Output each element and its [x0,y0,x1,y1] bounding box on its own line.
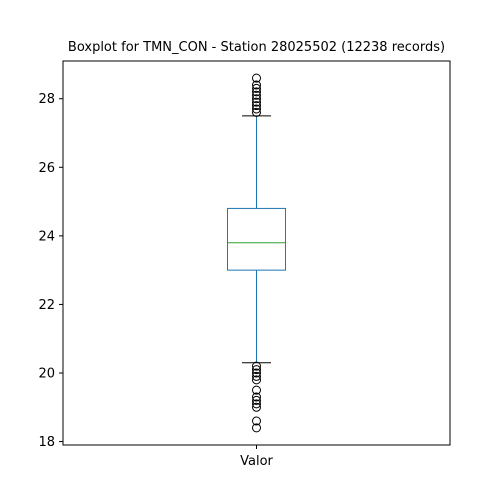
outlier-point [252,83,261,93]
outlier-point [252,361,261,371]
outlier-point [252,395,261,405]
outlier-point [252,392,261,402]
outlier-point [252,371,261,381]
outlier-point [252,80,261,90]
outlier-point [252,365,261,375]
y-tick-label: 24 [38,229,55,244]
x-tick-label: Valor [240,454,273,469]
outlier-point [252,101,261,111]
outlier-point [252,385,261,395]
outlier-point [252,87,261,97]
outlier-point [252,375,261,385]
y-tick-label: 18 [38,435,55,450]
y-tick-label: 20 [38,367,55,382]
outlier-point [252,399,261,409]
y-tick-label: 22 [38,298,55,313]
y-tick-label: 28 [38,92,55,107]
chart-title: Boxplot for TMN_CON - Station 28025502 (… [68,40,445,55]
plot-area: 18 20 22 24 26 28 Valor [38,73,286,469]
outlier-point [252,94,261,104]
outlier-point [252,97,261,107]
iqr-box [227,207,286,271]
outlier-point [252,107,261,117]
outlier-point [252,402,261,412]
outlier-point [252,90,261,100]
outlier-point [252,73,261,83]
outlier-point [252,104,261,114]
outlier-point [252,423,261,433]
plot-frame [62,60,451,446]
outlier-point [252,416,261,426]
outlier-point [252,368,261,378]
y-tick-label: 26 [38,161,55,176]
